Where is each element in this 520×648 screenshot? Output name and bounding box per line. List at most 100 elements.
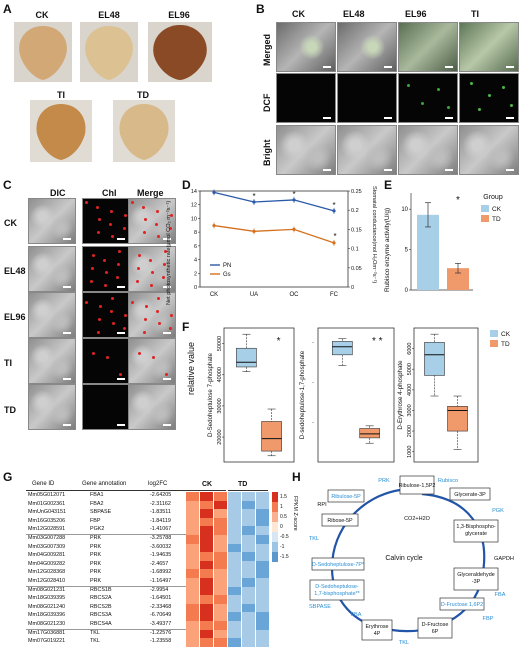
f-ytick-label: 6000 <box>407 342 413 354</box>
chloroplast-dot <box>144 218 147 221</box>
g-cell-log2fc: -1.83511 <box>150 509 171 516</box>
g-cell-gene-id: Mm04G009281 <box>28 552 66 559</box>
g-colorbar-segment <box>272 552 278 562</box>
g-cell-log2fc: -3.25788 <box>150 535 172 541</box>
enzyme-label: TKL <box>399 640 409 646</box>
enzyme-label: FBP <box>483 616 494 622</box>
f-legend-swatch <box>490 340 498 347</box>
node-label: D-Sedoheptulose- <box>315 584 359 590</box>
enzyme-label: PGK <box>492 508 504 514</box>
node-box <box>309 579 365 601</box>
g-header-gene-id: Gene ID <box>32 481 55 487</box>
g-heat-cell <box>186 612 199 621</box>
g-cell-gene-id: Mm01G002361 <box>28 500 66 507</box>
scale-bar <box>117 238 125 240</box>
d-ytick-left-label: 2 <box>194 271 197 277</box>
d-ytick-right-label: 0.25 <box>351 189 362 195</box>
chloroplast-dot <box>116 276 119 279</box>
chloroplast-dot <box>97 331 100 334</box>
b-dcf-el96 <box>398 73 458 123</box>
f-box-td <box>261 421 282 452</box>
g-heat-cell <box>256 629 269 639</box>
calvin-cycle-diagram: Ribulose-1,5P2 Glycerate-3P 1,3-Bisphospho… <box>309 475 514 646</box>
g-header-log2fc: log2FC <box>148 481 168 487</box>
c-tile-2-1 <box>82 292 130 338</box>
f-frame <box>317 327 395 463</box>
chloroplast-dot <box>131 201 134 204</box>
g-heat-cell <box>242 595 255 604</box>
d-legend-label: PN <box>223 263 231 269</box>
chloroplast-dot <box>169 227 172 230</box>
g-cell-log2fc: -6.70649 <box>150 612 172 619</box>
g-heat-cell <box>186 552 199 561</box>
g-heat-cell <box>228 526 241 535</box>
g-heat-cell <box>186 595 199 604</box>
e-bar-td <box>447 268 469 290</box>
g-heat-cell <box>256 638 269 647</box>
chloroplast-dot <box>111 235 114 238</box>
g-cell-log2fc: -2.64205 <box>150 492 172 498</box>
g-heat-cell <box>256 509 269 518</box>
chloroplast-dot <box>152 356 155 359</box>
c-tile-3-1 <box>82 338 130 384</box>
enzyme-label: PRK <box>378 478 390 484</box>
f-plot-label: D-sedoheptulose-1,7-phosphate <box>299 350 306 439</box>
g-heat-cell <box>186 638 199 647</box>
node-label: -3P <box>472 579 481 585</box>
c-row-td: TD <box>4 405 16 415</box>
d-point-pn <box>252 200 256 204</box>
g-heat-cell <box>256 612 269 621</box>
d-ytick-right-label: 0 <box>351 285 354 291</box>
g-heat-cell <box>214 569 227 578</box>
g-heat-cell <box>242 569 255 578</box>
g-heat-cell <box>214 595 227 604</box>
chloroplast-dot <box>155 223 158 226</box>
g-cell-gene-id: Mm05G012071 <box>28 492 66 498</box>
g-heat-cell <box>200 517 213 527</box>
enzyme-label: SBPASE <box>309 604 331 610</box>
g-cell-annotation: PRK <box>90 569 102 576</box>
g-heat-cell <box>256 569 269 578</box>
g-cell-annotation: RBCS1B <box>90 586 112 593</box>
enzyme-label: FBA <box>495 592 506 598</box>
node-label: Ribulose-5P <box>331 494 361 500</box>
c-tile-0-0 <box>28 198 76 244</box>
d-point-gs <box>332 241 336 245</box>
g-heat-cell <box>242 552 255 561</box>
f-frame <box>223 327 295 463</box>
scale-bar <box>117 424 125 426</box>
chloroplast-dot <box>136 280 139 283</box>
g-cell-annotation: PGK2 <box>90 526 105 533</box>
d-xtick-label: UA <box>250 292 258 298</box>
g-header-ck: CK <box>202 481 213 488</box>
chloroplast-dot <box>90 280 93 283</box>
g-heat-cell <box>214 500 227 510</box>
e-ytick-label: 0 <box>405 288 409 294</box>
g-cell-gene-id: Mm18G039396 <box>28 612 66 619</box>
chloroplast-dot <box>138 254 141 257</box>
g-heat-cell <box>242 603 255 613</box>
g-cell-gene-id: Mm08G021231 <box>28 586 66 593</box>
chart-d: 0 2 4 6 8 10 12 14 0 0.05 0.1 0.15 0.2 0.25 CK UA OC FC * *… <box>191 189 362 298</box>
g-heat-cell <box>200 492 213 501</box>
leaf-label-ck: CK <box>35 10 49 20</box>
chloroplast-dot <box>156 310 159 313</box>
d-ylabel-left: Net photosynthetic rate(μmol CO₂ m⁻²s⁻¹) <box>166 200 172 305</box>
b-bright-ck <box>276 125 336 175</box>
g-heat-cell <box>228 492 241 501</box>
c-tile-1-0 <box>28 246 76 292</box>
g-heat-cell <box>228 586 241 596</box>
g-cell-annotation: RBCS4A <box>90 621 112 627</box>
g-heat-cell <box>200 612 213 621</box>
g-cell-annotation: RBCS2B <box>90 603 112 610</box>
e-legend-label: TD <box>492 216 501 223</box>
g-heat-cell <box>256 560 269 570</box>
f-box-ck <box>332 341 353 356</box>
co2-label: CO2+H2O <box>404 516 431 522</box>
f-legend-label: TD <box>501 341 510 348</box>
g-heat-cell <box>186 492 199 501</box>
b-merged-el96 <box>398 22 458 72</box>
scale-bar <box>63 238 71 240</box>
f-ytick-label: - <box>312 339 314 345</box>
chloroplast-dot <box>99 305 102 308</box>
